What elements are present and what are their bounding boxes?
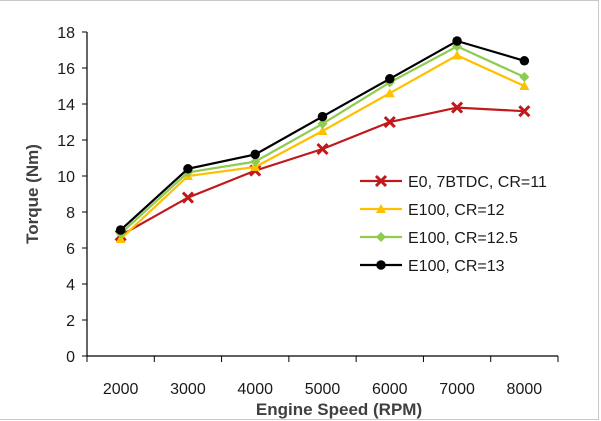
y-tick-label: 4 (66, 277, 75, 294)
data-point (181, 191, 194, 204)
axes (86, 32, 558, 357)
y-axis-ticks: 0 2 4 6 8 10 12 14 16 18 (57, 25, 87, 366)
x-tick-label: 2000 (103, 381, 139, 398)
x-tick-label: 8000 (507, 381, 543, 398)
y-tick-label: 16 (57, 61, 75, 78)
x-tick-label: 4000 (237, 381, 273, 398)
data-point (451, 101, 464, 114)
data-point (452, 36, 462, 46)
data-point (115, 225, 126, 235)
data-point (374, 174, 388, 188)
y-tick-label: 12 (57, 133, 75, 150)
y-tick-label: 6 (66, 241, 75, 258)
data-point (376, 260, 386, 270)
x-tick-label: 7000 (439, 381, 475, 398)
data-point (183, 164, 193, 174)
data-point (317, 118, 328, 129)
data-point (317, 111, 328, 122)
y-tick-label: 2 (66, 313, 75, 330)
legend-label: E100, CR=12.5 (408, 230, 518, 247)
data-point (316, 142, 329, 156)
legend: E0, 7BTDC, CR=11 E100, CR=12 E100, CR=12.5… (360, 174, 547, 275)
data-point (250, 156, 261, 167)
data-point (317, 126, 328, 135)
data-point (376, 204, 386, 213)
data-point (384, 88, 395, 98)
data-point (452, 50, 463, 60)
y-tick-label: 14 (57, 97, 75, 114)
series (115, 36, 530, 235)
legend-label: E100, CR=12 (408, 202, 505, 219)
data-point (383, 115, 396, 129)
legend-label: E0, 7BTDC, CR=11 (408, 174, 547, 191)
data-point (519, 56, 530, 66)
data-point (519, 72, 530, 82)
legend-entry: E100, CR=12 (360, 202, 505, 219)
data-point (519, 81, 530, 90)
legend-label: E100, CR=13 (408, 258, 505, 275)
data-point (376, 232, 386, 242)
y-tick-label: 18 (57, 25, 75, 42)
legend-entry: E100, CR=13 (360, 258, 505, 275)
y-tick-label: 8 (66, 205, 75, 222)
x-tick-label: 6000 (372, 381, 408, 398)
data-point (250, 149, 260, 160)
series-layer (114, 36, 531, 243)
x-axis-ticks: 2000 3000 4000 5000 6000 7000 8000 (86, 356, 559, 398)
y-tick-label: 0 (66, 349, 75, 366)
legend-entry: E100, CR=12.5 (360, 230, 518, 247)
data-point (385, 74, 395, 84)
x-axis-label: Engine Speed (RPM) (256, 400, 422, 419)
y-axis-label: Torque (Nm) (23, 144, 42, 244)
legend-entry: E0, 7BTDC, CR=11 (360, 174, 547, 191)
data-point (518, 105, 531, 118)
x-tick-label: 3000 (170, 381, 206, 398)
y-tick-label: 10 (57, 169, 75, 186)
x-tick-label: 5000 (305, 381, 341, 398)
